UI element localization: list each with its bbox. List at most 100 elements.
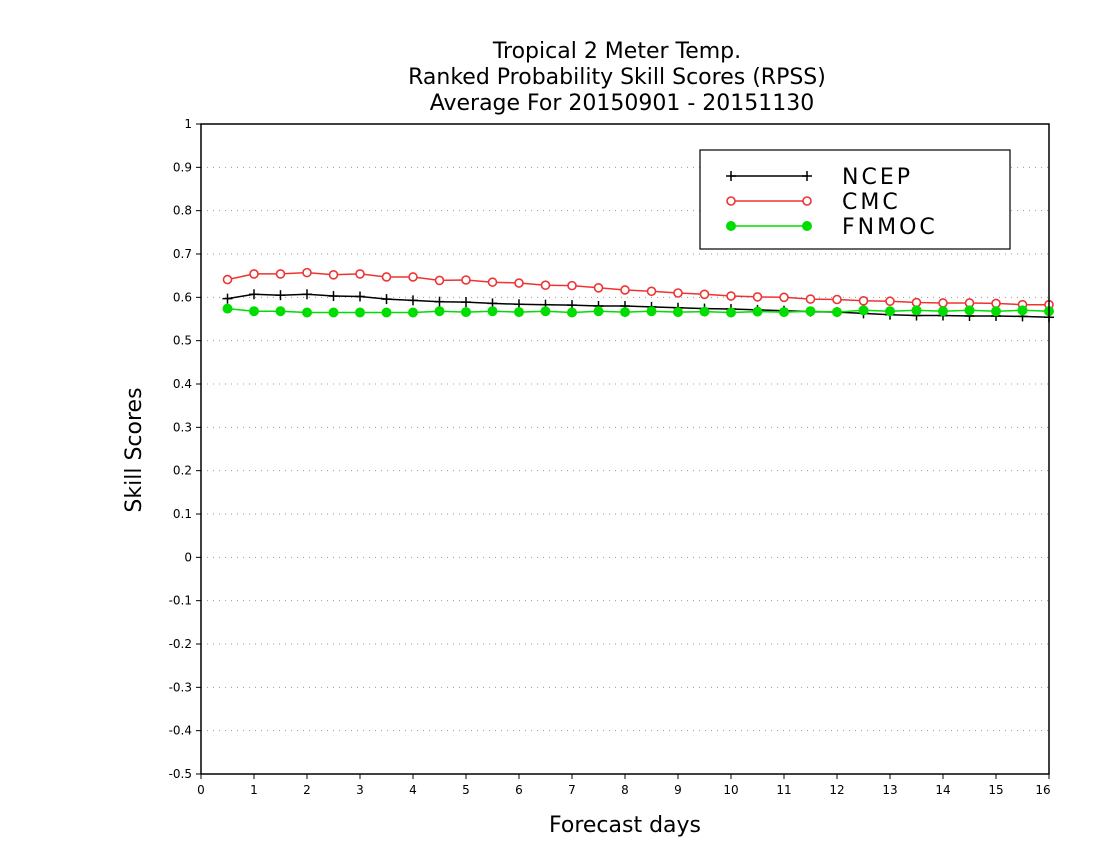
data-point-ncep [328,291,339,302]
data-point-fnmoc [222,303,233,314]
x-axis-ticks: 0 1 2 3 4 5 6 7 8 9 10 11 12 13 14 15 16 [197,774,1051,797]
data-point-fnmoc [1017,305,1028,316]
chart-title-line-3: Average For 20150901 - 20151130 [430,91,815,116]
data-point-cmc [567,280,577,291]
x-tick-label: 3 [356,783,364,797]
y-tick-label: -0.1 [169,594,192,608]
data-point-cmc [858,295,869,306]
data-point-fnmoc [752,306,763,317]
series-line-cmc [227,271,1049,306]
data-point-cmc [593,282,604,293]
y-tick-label: 0.7 [173,247,192,261]
y-tick-label: 0 [184,550,192,564]
x-axis-title: Forecast days [549,813,701,838]
data-point-cmc [779,292,789,303]
data-point-fnmoc [673,307,683,318]
data-point-cmc [911,297,922,308]
data-point-fnmoc [355,307,365,318]
legend-item-cmc: CMC [726,190,901,215]
data-point-fnmoc [461,307,471,318]
y-tick-label: -0.3 [169,680,192,694]
y-tick-label: 0.6 [173,290,192,304]
legend-marker [802,196,812,206]
data-point-cmc [540,280,551,291]
plot-frame [200,123,1050,775]
x-tick-label: 13 [882,783,897,797]
y-axis-ticks: -0.5 -0.4 -0.3 -0.2 -0.1 0 0.1 0.2 0.3 0.4 0.5 0.6 0… [169,117,201,781]
data-point-cmc [752,292,763,302]
chart-title-line-2: Ranked Probability Skill Scores (RPSS) [408,65,826,90]
grid-lines [201,166,1049,732]
y-tick-label: 0.8 [173,204,192,218]
y-tick-label: 0.5 [173,334,192,348]
legend-marker [802,171,812,181]
y-axis-title: Skill Scores [122,387,147,512]
x-tick-label: 5 [462,783,470,797]
data-point-fnmoc [726,307,736,318]
x-tick-label: 12 [829,783,844,797]
data-point-fnmoc [514,307,524,318]
x-tick-label: 4 [409,783,417,797]
legend-label-ncep: NCEP [842,165,913,190]
data-point-cmc [938,298,948,308]
data-point-ncep [249,289,259,300]
data-point-fnmoc [858,305,869,316]
x-tick-label: 2 [303,783,311,797]
legend-item-fnmoc: FNMOC [726,215,938,240]
x-tick-label: 15 [988,783,1003,797]
data-point-cmc [726,291,736,301]
series-cmc [222,267,1054,310]
y-tick-label: 1 [184,117,192,131]
data-point-fnmoc [911,305,922,316]
x-tick-label: 16 [1035,783,1050,797]
data-point-cmc [408,272,418,282]
data-point-fnmoc [381,307,392,318]
x-tick-label: 6 [515,783,523,797]
legend-label-fnmoc: FNMOC [842,215,938,240]
data-point-cmc [355,269,365,279]
y-tick-label: 0.4 [173,377,192,391]
series-layer [222,267,1054,323]
x-tick-label: 7 [568,783,576,797]
y-tick-label: -0.5 [169,767,192,781]
legend-label-cmc: CMC [842,190,901,215]
data-point-fnmoc [699,306,710,317]
legend-marker [726,196,736,206]
x-tick-label: 0 [197,783,205,797]
data-point-cmc [673,288,683,298]
data-point-fnmoc [779,307,789,318]
y-tick-label: 0.2 [173,464,192,478]
data-point-fnmoc [832,307,842,318]
y-tick-label: 0.3 [173,420,192,434]
data-point-cmc [646,286,657,297]
data-point-cmc [620,285,630,295]
data-point-fnmoc [487,306,498,317]
y-tick-label: -0.2 [169,637,192,651]
data-point-cmc [885,296,895,307]
x-tick-label: 11 [776,783,791,797]
data-point-ncep [302,289,312,300]
data-point-ncep [461,297,471,308]
x-tick-label: 8 [621,783,629,797]
data-point-fnmoc [620,307,630,318]
data-point-fnmoc [302,307,312,318]
data-point-cmc [699,289,710,300]
data-point-fnmoc [593,306,604,317]
y-tick-label: 0.9 [173,160,192,174]
legend-marker [726,221,736,231]
data-point-cmc [514,278,524,288]
data-point-fnmoc [434,306,445,317]
data-point-fnmoc [646,306,657,317]
series-fnmoc [222,303,1054,318]
chart-title: Tropical 2 Meter Temp. Ranked Probabilit… [408,39,826,116]
data-point-fnmoc [885,306,895,317]
data-point-fnmoc [805,306,816,317]
data-point-ncep [222,293,233,304]
data-point-fnmoc [540,306,551,317]
data-point-cmc [381,272,392,282]
y-tick-label: -0.4 [169,724,192,738]
data-point-cmc [461,275,471,285]
